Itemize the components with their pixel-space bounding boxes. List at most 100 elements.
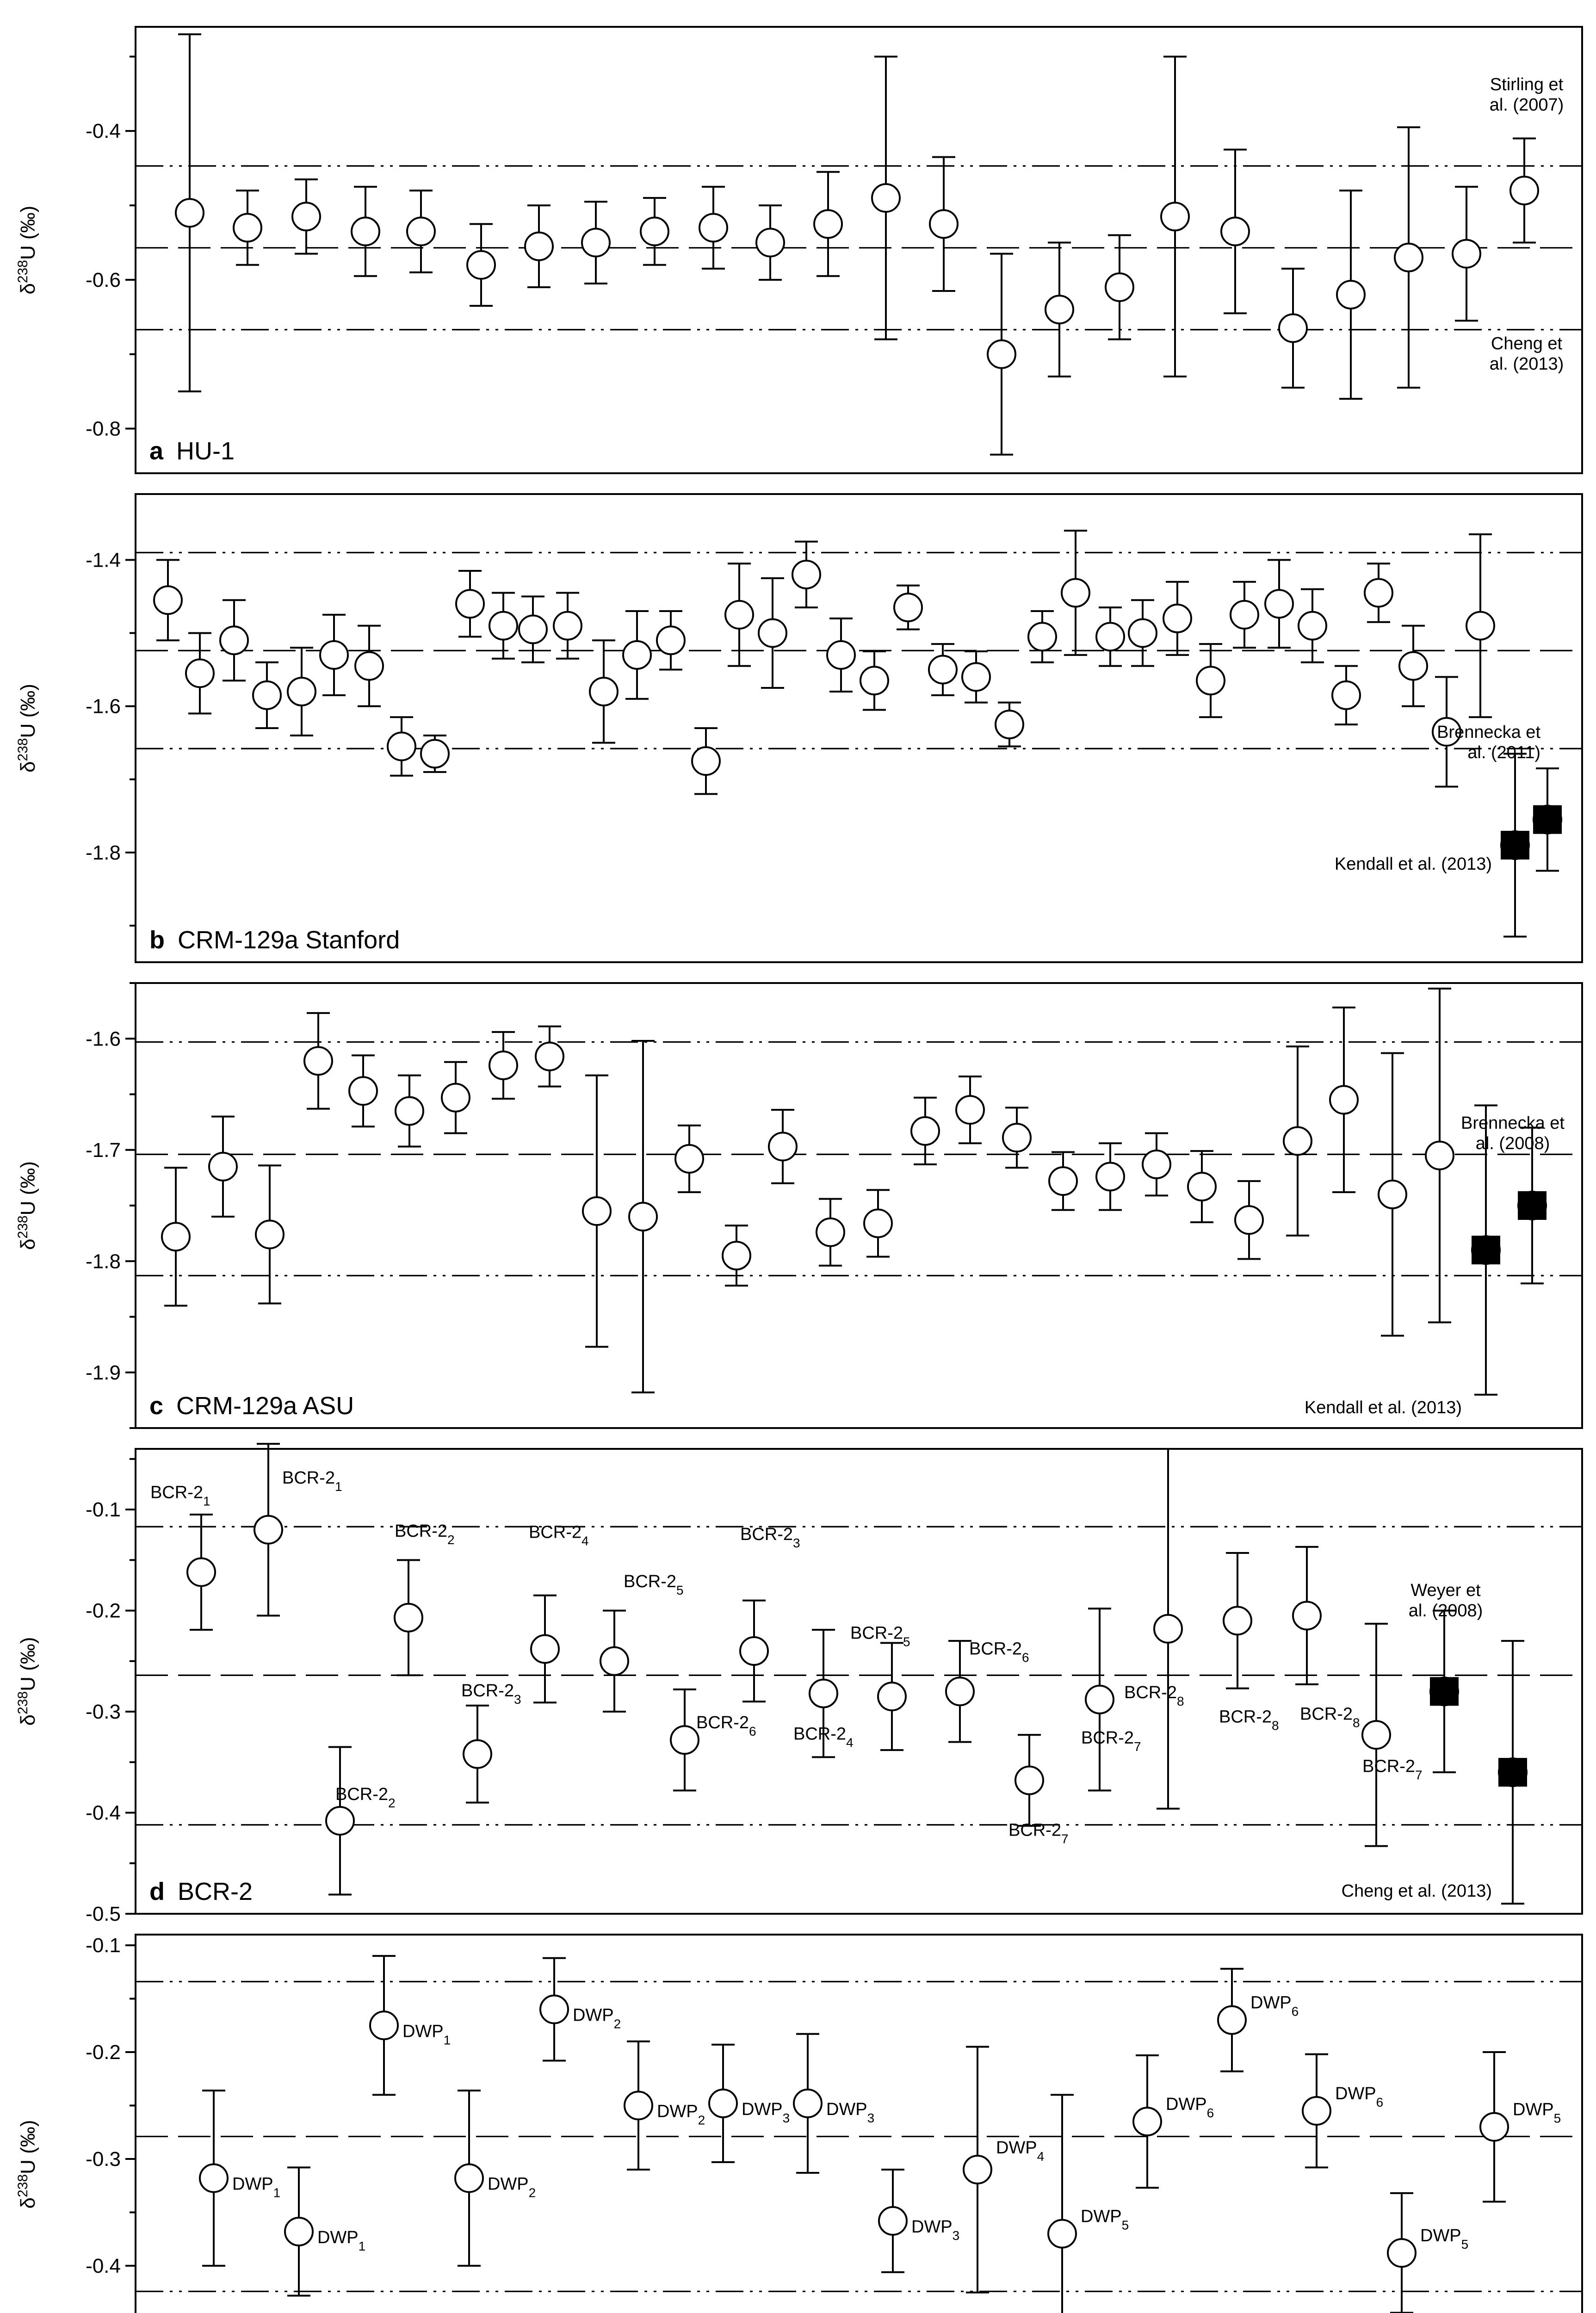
point-label-base: BCR-2 [335, 1785, 388, 1804]
sample-marker [186, 1557, 216, 1587]
sample-marker [489, 611, 518, 641]
point-label-base: BCR-2 [282, 1468, 335, 1488]
point-label: BCR-26 [696, 1713, 756, 1738]
sample-marker [1095, 1162, 1125, 1192]
sample-marker [1230, 600, 1259, 630]
sample-marker [185, 658, 215, 688]
point-label-base: BCR-2 [1008, 1821, 1061, 1840]
sample-marker [1331, 680, 1361, 710]
point-label-base: DWP [1335, 2084, 1376, 2103]
sample-marker [624, 2090, 653, 2121]
sample-marker [1027, 622, 1057, 652]
point-label-subscript: 1 [273, 2185, 281, 2200]
data-point [987, 253, 1016, 456]
sample-marker [219, 625, 249, 656]
sample-marker [199, 2163, 229, 2193]
y-tick-label: -0.4 [86, 120, 121, 142]
sample-marker [691, 746, 721, 776]
data-point [589, 639, 619, 744]
sample-marker [325, 1806, 355, 1836]
data-point [291, 178, 321, 255]
data-point [387, 716, 416, 777]
data-point [1160, 56, 1190, 377]
sample-marker [961, 662, 991, 692]
data-point [1298, 588, 1327, 663]
sample-marker [877, 1682, 907, 1712]
sample-marker [1378, 1179, 1407, 1209]
data-point [1085, 1608, 1114, 1792]
point-label-base: BCR-2 [793, 1725, 846, 1744]
sample-marker [589, 676, 619, 706]
data-point [1336, 189, 1366, 400]
sample-marker [351, 216, 380, 247]
data-point [1128, 599, 1157, 667]
y-axis-label-rest: U (‰) [17, 1637, 39, 1691]
sample-marker [1048, 1166, 1078, 1196]
data-point [489, 592, 518, 660]
sample-marker [582, 1196, 612, 1226]
data-point [1132, 2054, 1162, 2189]
sample-marker [670, 1725, 699, 1755]
data-point [1153, 1448, 1183, 1810]
data-point [656, 610, 686, 671]
sample-marker [1364, 578, 1393, 608]
sample-marker [871, 183, 901, 213]
reference-annotation: al. (2011) [1467, 743, 1540, 762]
y-axis-label-delta: δ [17, 1238, 39, 1250]
data-point [369, 1955, 399, 2096]
sample-marker [758, 618, 787, 648]
sample-marker [1329, 1085, 1359, 1115]
sample-marker [420, 739, 450, 769]
point-label-subscript: 8 [1353, 1715, 1360, 1730]
point-label-subscript: 5 [676, 1583, 684, 1597]
panel-label: b CRM-129a Stanford [149, 926, 400, 954]
sample-marker [1095, 622, 1125, 652]
y-axis-label-superscript: 238 [15, 260, 31, 283]
sample-marker [699, 213, 728, 243]
sample-marker [1045, 295, 1074, 325]
panel-label: d BCR-2 [149, 1878, 253, 1905]
point-label-base: BCR-2 [1362, 1756, 1415, 1776]
point-label-subscript: 3 [793, 1535, 800, 1550]
sample-marker [348, 1076, 378, 1106]
point-label: DWP1 [402, 2022, 451, 2047]
sample-marker [708, 2088, 738, 2118]
point-label-base: BCR-2 [461, 1681, 514, 1701]
sample-marker [553, 611, 582, 641]
point-label: DWP2 [657, 2102, 705, 2127]
data-point [524, 204, 554, 288]
data-point [233, 189, 262, 266]
sample-marker [466, 250, 496, 280]
sample-marker [369, 2010, 399, 2041]
y-tick-label: -1.9 [86, 1361, 121, 1384]
data-point [928, 643, 958, 696]
point-label-base: DWP [1513, 2100, 1554, 2120]
point-label-subscript: 8 [1272, 1718, 1279, 1732]
sample-marker [1302, 2096, 1331, 2126]
data-point [1361, 1622, 1391, 1847]
data-point [910, 1096, 940, 1166]
sample-marker [535, 1041, 564, 1071]
sample-marker [1298, 611, 1327, 641]
point-label-base: BCR-2 [696, 1713, 749, 1732]
data-point [395, 1074, 424, 1148]
sample-marker [1153, 1614, 1183, 1644]
sample-marker [628, 1202, 658, 1232]
panel-b: -1.4 -1.6 -1.8 δ238U (‰) b CRM-129a Stanford B… [15, 493, 1583, 963]
data-point [186, 1514, 216, 1631]
y-tick-label: -0.3 [86, 2148, 121, 2171]
point-label-subscript: 3 [953, 2228, 960, 2242]
sample-marker [1387, 2238, 1417, 2268]
y-axis-label-rest: U (‰) [17, 206, 39, 260]
sample-marker [1278, 313, 1308, 343]
data-point [739, 1599, 769, 1703]
sample-marker [1264, 589, 1294, 619]
sample-marker [963, 2155, 992, 2185]
sample-marker [1292, 1601, 1322, 1631]
data-point [1292, 1546, 1322, 1686]
data-point [871, 56, 901, 340]
point-label-base: BCR-2 [529, 1523, 581, 1542]
data-point [1398, 625, 1428, 707]
sample-marker [1452, 239, 1481, 269]
sample-marker [463, 1739, 492, 1769]
